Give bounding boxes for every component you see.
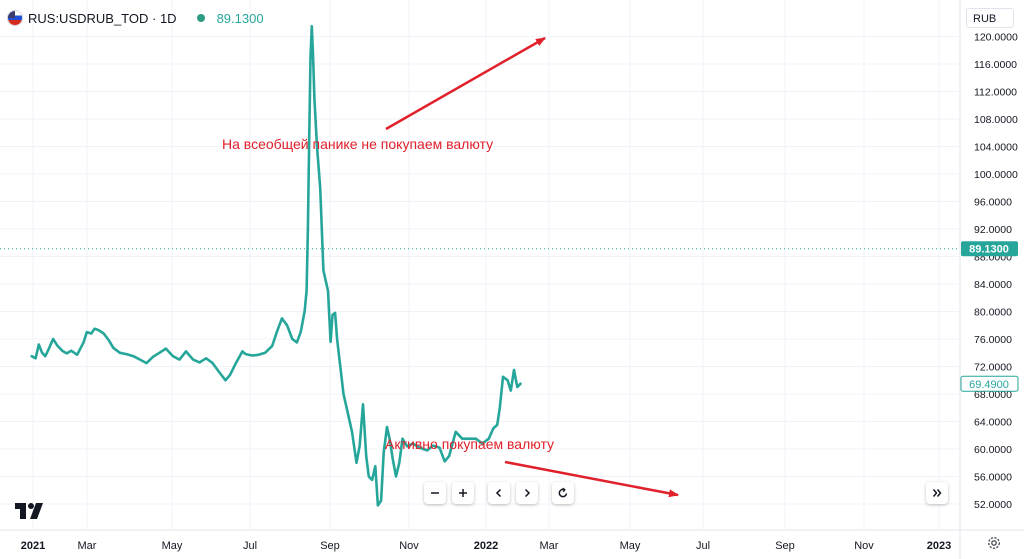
symbol-title[interactable]: RUS:USDRUB_TOD · 1D — [28, 10, 177, 26]
y-tick-label: 56.0000 — [974, 472, 1012, 484]
current-price-label: 89.1300 — [969, 244, 1009, 256]
x-tick-label: Nov — [399, 540, 419, 552]
y-tick-label: 76.0000 — [974, 334, 1012, 346]
chart-navigation-controls — [424, 482, 574, 504]
y-tick-label: 72.0000 — [974, 362, 1012, 374]
y-tick-label: 92.0000 — [974, 224, 1012, 236]
y-tick-label: 80.0000 — [974, 307, 1012, 319]
y-tick-label: 100.0000 — [974, 169, 1018, 181]
x-tick-label: Mar — [78, 540, 97, 552]
scroll-right-icon[interactable] — [516, 482, 538, 504]
x-tick-label: May — [620, 540, 641, 552]
x-tick-label: 2022 — [474, 540, 498, 552]
last-close-tag: 69.4900 — [960, 375, 1019, 392]
market-status-icon — [196, 14, 205, 22]
y-tick-label: 68.0000 — [974, 389, 1012, 401]
settings-gear-icon[interactable] — [987, 536, 1001, 555]
x-tick-label: Jul — [243, 540, 257, 552]
x-tick-label: Nov — [854, 540, 874, 552]
y-tick-label: 52.0000 — [974, 499, 1012, 511]
scroll-to-end-icon[interactable] — [926, 482, 948, 504]
y-tick-label: 60.0000 — [974, 444, 1012, 456]
x-tick-label: Jul — [696, 540, 710, 552]
current-price-tag: 89.1300 — [961, 241, 1018, 257]
x-tick-label: Mar — [540, 540, 559, 552]
us-flag-icon — [8, 11, 22, 25]
currency-button[interactable]: RUB — [966, 8, 1014, 28]
reset-icon[interactable] — [552, 482, 574, 504]
zoom-out-icon[interactable] — [424, 482, 446, 504]
y-tick-label: 108.0000 — [974, 114, 1018, 126]
y-tick-label: 112.0000 — [974, 87, 1017, 99]
annotation-text-bottom[interactable]: Активно покупаем валюту — [385, 436, 554, 452]
x-tick-label: May — [162, 540, 183, 552]
y-tick-label: 96.0000 — [974, 197, 1012, 209]
last-close-label: 69.4900 — [969, 379, 1009, 391]
legend-last-price: 89.1300 — [216, 10, 264, 26]
scroll-left-icon[interactable] — [488, 482, 510, 504]
y-tick-label: 104.0000 — [974, 142, 1018, 154]
y-tick-label: 116.0000 — [974, 59, 1017, 71]
annotation-arrow-top[interactable] — [385, 36, 546, 131]
series-line[interactable] — [30, 24, 522, 507]
annotation-arrow-bottom[interactable] — [504, 460, 679, 498]
price-axis: 52.0000 56.0000 60.0000 64.0000 68.0000 72.00… — [0, 32, 1018, 511]
symbol-legend[interactable]: RUS:USDRUB_TOD · 1D 89.1300 — [8, 9, 264, 27]
y-tick-label: 64.0000 — [974, 417, 1012, 429]
x-tick-label: Sep — [775, 540, 795, 552]
x-tick-label: Sep — [320, 540, 340, 552]
time-axis: 2021 Mar May Jul Sep Nov 2022 Mar May Jul Sep Nov 20… — [21, 0, 951, 552]
zoom-in-icon[interactable] — [452, 482, 474, 504]
y-tick-label: 84.0000 — [974, 279, 1012, 291]
annotation-text-top[interactable]: На всеобщей панике не покупаем валюту — [222, 136, 493, 152]
y-tick-label: 120.0000 — [974, 32, 1018, 44]
tradingview-logo-icon[interactable] — [15, 503, 43, 524]
x-tick-label: 2021 — [21, 540, 45, 552]
x-tick-label: 2023 — [927, 540, 951, 552]
